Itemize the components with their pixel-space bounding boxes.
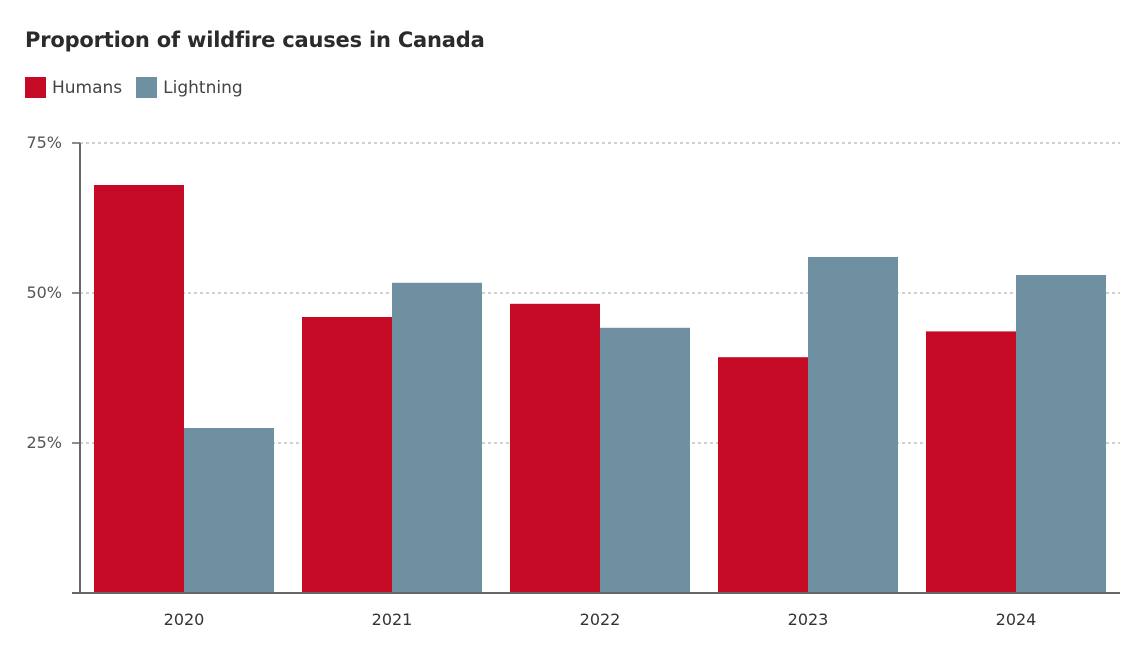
bar-humans-2020 [94,185,184,593]
bar-lightning-2020 [184,428,274,593]
legend-swatch-lightning [136,77,158,98]
bar-lightning-2021 [392,282,482,593]
legend: Humans Lightning [25,77,243,98]
bar-lightning-2023 [808,257,898,593]
legend-label-lightning: Lightning [163,77,243,98]
bar-humans-2023 [718,357,808,593]
x-category-label: 2021 [372,610,413,629]
x-category-label: 2020 [164,610,205,629]
y-tick-label: 25% [26,433,62,452]
bar-humans-2022 [510,303,600,593]
x-category-label: 2024 [996,610,1037,629]
legend-item-humans: Humans [25,77,122,98]
legend-item-lightning: Lightning [136,77,243,98]
bar-lightning-2022 [600,327,690,593]
x-category-label: 2023 [788,610,829,629]
bar-humans-2024 [926,331,1016,593]
x-category-label: 2022 [580,610,621,629]
legend-label-humans: Humans [52,77,123,98]
bar-humans-2021 [302,317,392,593]
legend-swatch-humans [25,77,46,98]
y-tick-label: 75% [26,133,62,152]
chart-title: Proportion of wildfire causes in Canada [25,28,485,52]
y-tick-label: 50% [26,283,62,302]
bar-lightning-2024 [1016,275,1106,593]
